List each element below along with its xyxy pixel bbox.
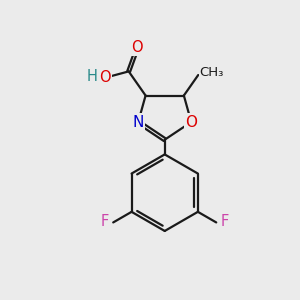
Text: N: N — [133, 115, 144, 130]
Text: O: O — [131, 40, 143, 56]
Text: H: H — [87, 69, 98, 84]
Text: O: O — [100, 70, 111, 85]
Text: F: F — [101, 214, 109, 229]
Text: O: O — [185, 115, 197, 130]
Text: F: F — [220, 214, 229, 229]
Text: CH₃: CH₃ — [200, 66, 224, 79]
